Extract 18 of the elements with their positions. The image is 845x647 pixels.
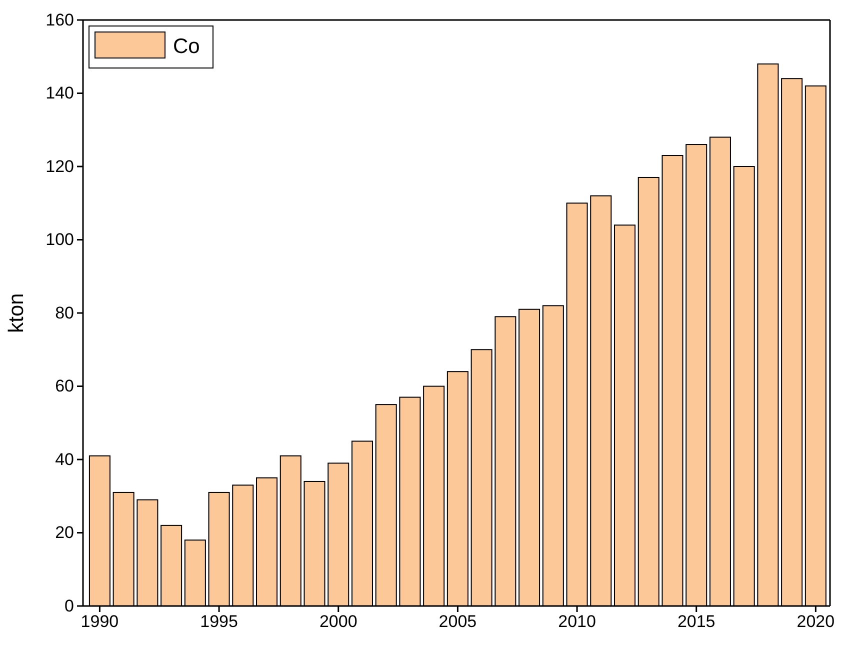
legend-label: Co: [173, 35, 200, 58]
y-tick-label: 140: [46, 84, 74, 103]
x-tick-label: 1995: [200, 612, 238, 632]
x-tick-label: 1990: [80, 612, 119, 632]
y-tick-label: 0: [64, 596, 74, 616]
y-tick-label: 20: [55, 523, 74, 542]
x-tick-label: 2005: [438, 612, 477, 632]
x-tick-label: 2020: [796, 612, 835, 632]
y-tick-label: 100: [46, 230, 74, 250]
y-tick-label: 60: [55, 376, 74, 396]
y-tick-label: 80: [55, 303, 74, 322]
x-tick-label: 2000: [319, 612, 358, 632]
x-tick-label: 2010: [558, 612, 596, 632]
y-tick-label: 40: [55, 450, 74, 469]
x-tick-label: 2015: [677, 612, 716, 632]
y-tick-label: 160: [46, 10, 74, 30]
y-axis-title: kton: [5, 293, 28, 333]
y-tick-label: 120: [46, 156, 74, 176]
